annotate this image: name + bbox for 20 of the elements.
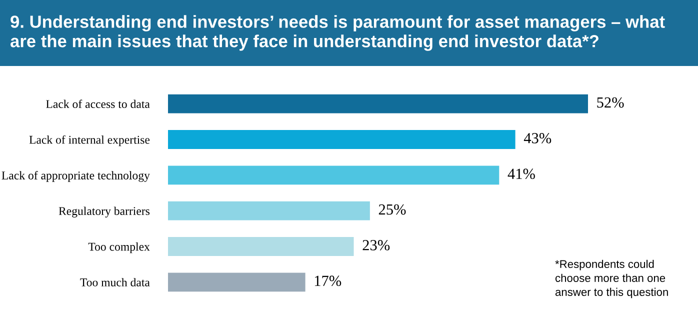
data-label: 41% [508,168,535,180]
bar [168,94,588,114]
bar [168,272,306,292]
y-tick-label: Too much data [80,278,150,286]
annotation: *Respondents could choose more than one answer to this question [555,260,668,298]
y-tick-label: Lack of internal expertise [29,135,150,146]
bar [168,201,370,220]
data-label: 23% [362,240,390,250]
bar [168,237,354,256]
y-tick-label: Regulatory barriers [58,206,150,218]
bar [168,130,516,149]
y-tick-label: Lack of appropriate technology [2,171,150,182]
chart-title: 9. Understanding end investors’ needs is paramount for asset managers – what are the main issues that they face in understanding end investor data*? [10,15,665,51]
y-tick-label: Lack of access to data [46,100,150,108]
data-label: 43% [524,133,552,144]
data-label: 25% [378,204,406,215]
data-label: 52% [597,97,624,108]
bar [168,166,500,185]
y-tick-label: Too complex [88,242,150,254]
data-label: 17% [314,276,342,286]
